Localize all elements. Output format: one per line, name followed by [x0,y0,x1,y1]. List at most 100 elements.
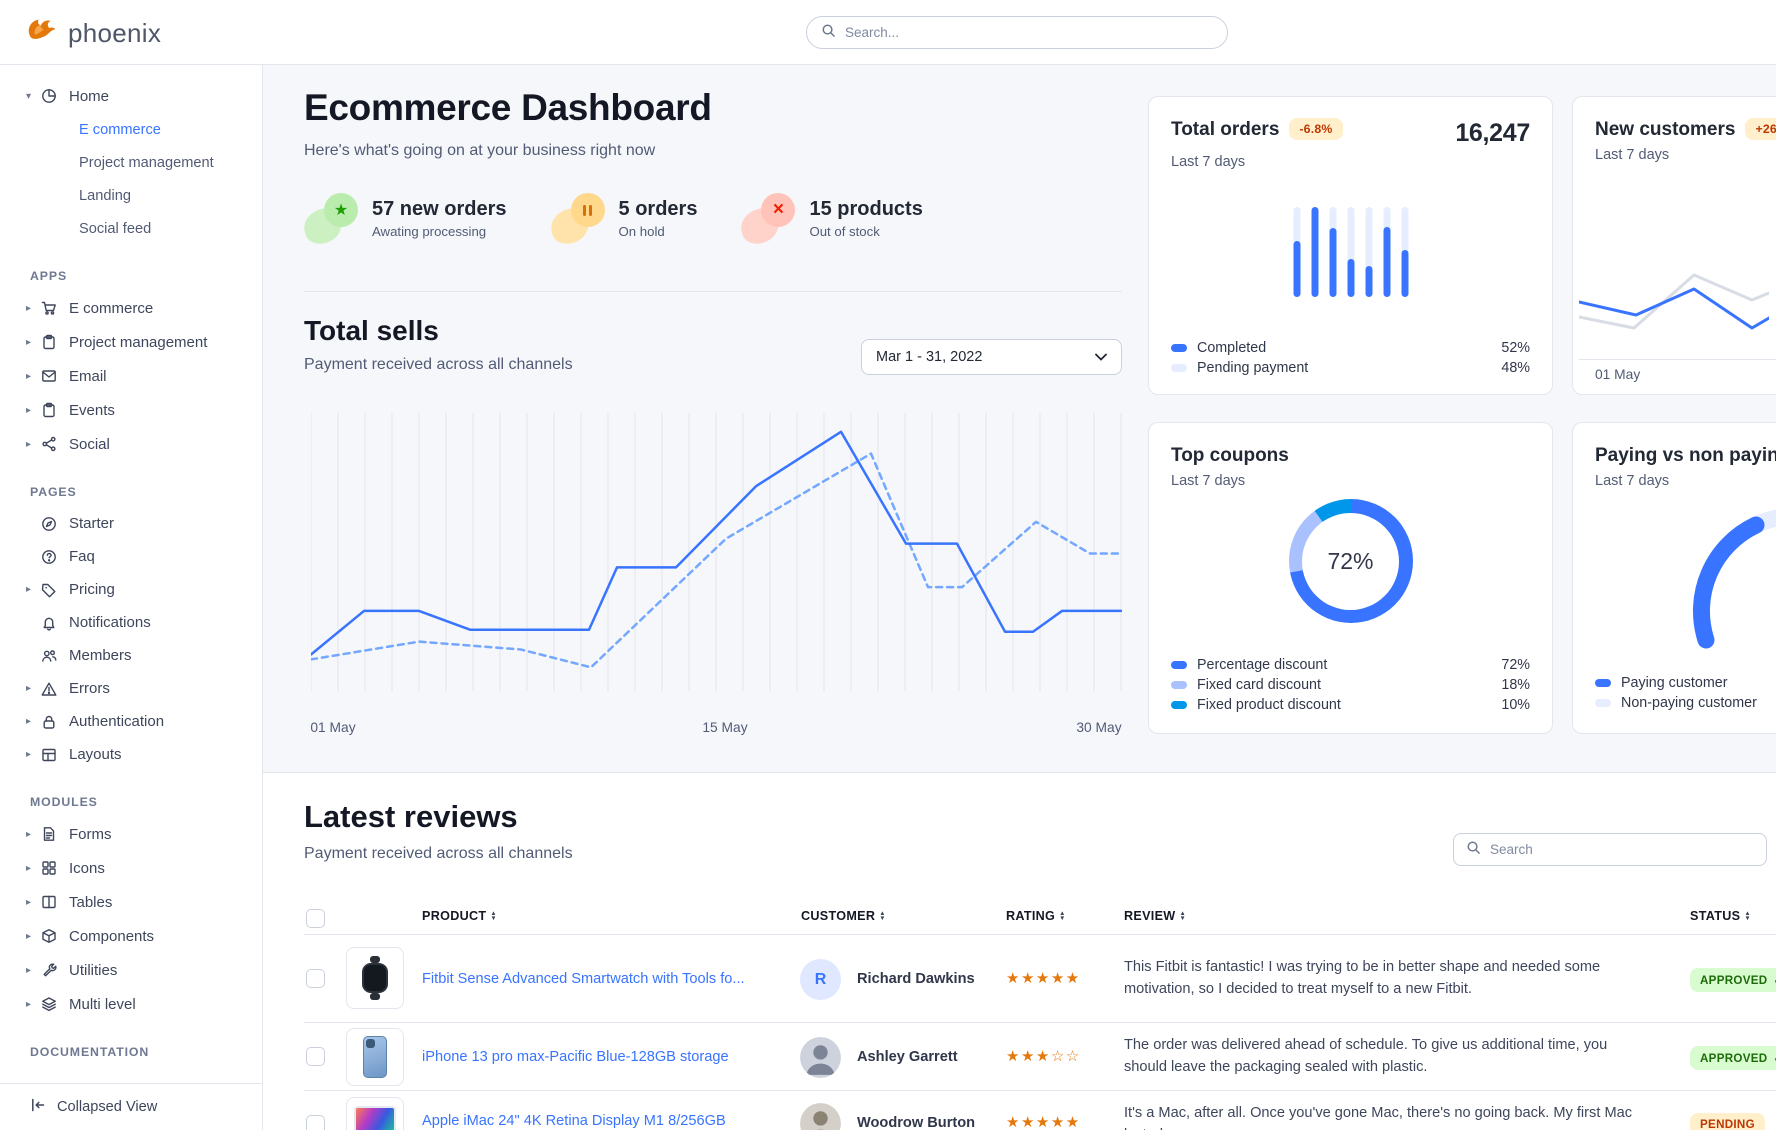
order-bar [1293,207,1300,297]
x-axis-label: 01 May [310,720,356,735]
avatar [800,1037,841,1078]
sidebar-item-authentication[interactable]: ▸ Authentication [26,713,165,730]
sidebar-item-errors[interactable]: ▸ Errors [26,680,110,697]
legend-swatch [1171,681,1187,689]
sidebar-item-faq[interactable]: Faq [26,540,262,573]
caret-right-icon: ▸ [26,896,32,908]
sidebar-item-project-management-app[interactable]: ▸ Project management [26,333,208,351]
users-icon [41,648,69,664]
x-axis-label: 01 May [1595,367,1641,382]
total-sells-chart [311,413,1122,692]
sidebar-item-email[interactable]: ▸ Email [26,367,107,385]
file-icon [41,826,69,842]
card-title: Total orders [1171,119,1280,140]
reviews-search[interactable] [1453,833,1767,866]
card-subtitle: Last 7 days [1171,154,1246,170]
total-sells-title: Total sells [304,315,439,346]
legend-swatch [1595,679,1611,687]
caret-right-icon: ▸ [26,438,32,450]
sidebar-item-tables[interactable]: ▸ Tables [26,893,113,911]
table-row: Apple iMac 24" 4K Retina Display M1 8/25… [304,1091,1776,1130]
card-title: Top coupons [1171,445,1289,466]
sidebar-item-pricing[interactable]: ▸ Pricing [26,581,115,598]
avatar [800,1103,841,1130]
product-link[interactable]: Apple iMac 24" 4K Retina Display M1 8/25… [422,1113,726,1129]
rating-stars: ★★★★★ [1006,970,1081,987]
box-icon [41,928,69,944]
sidebar-item-home[interactable]: ▾ Home [26,79,262,113]
brand-logo[interactable]: phoenix [26,14,161,52]
collapse-icon [30,1097,46,1118]
caret-right-icon: ▸ [26,964,32,976]
sidebar-section-apps: APPS [30,268,68,283]
layers-icon [41,996,69,1012]
sidebar-item-utilities[interactable]: ▸ Utilities [26,961,118,979]
product-thumbnail-imac[interactable] [346,1097,404,1130]
caret-right-icon: ▸ [26,584,32,595]
reviews-search-input[interactable] [1490,842,1754,857]
customer-name: Ashley Garrett [857,1049,958,1065]
new-customers-card: New customers +26.5% Last 7 days 01 May [1572,96,1776,395]
sidebar-item-ecommerce-app[interactable]: ▸ E commerce [26,299,154,317]
caret-right-icon: ▸ [26,302,32,314]
tag-icon [41,582,69,598]
row-checkbox[interactable] [306,969,325,988]
x-axis-label: 30 May [1076,720,1122,735]
sort-icon: ▲ ▼ [1179,910,1187,922]
coupons-donut-chart: 72% [1288,499,1413,623]
sidebar-item-events[interactable]: ▸ Events [26,401,115,419]
sidebar-item-multi-level[interactable]: ▸ Multi level [26,995,136,1013]
select-all-checkbox[interactable] [306,909,325,928]
stat-new-orders: ★ 57 new orders Awating processing [300,193,507,247]
global-search[interactable] [806,16,1228,49]
sidebar-item-social[interactable]: ▸ Social [26,435,110,453]
total-orders-value: 16,247 [1455,119,1530,147]
x-icon: × [761,193,796,227]
row-checkbox[interactable] [306,1047,325,1066]
sidebar-subitem-landing[interactable]: Landing [79,187,131,204]
quick-stats: ★ 57 new orders Awating processing 5 ord… [300,193,923,247]
product-thumbnail-iphone[interactable] [346,1028,404,1086]
page-subtitle: Here's what's going on at your business … [304,142,656,159]
search-input[interactable] [845,25,1213,40]
sidebar-subitem-project-management[interactable]: Project management [79,154,214,171]
dashboard-main: Ecommerce Dashboard Here's what's going … [263,65,1776,773]
share-icon [41,436,69,452]
column-review[interactable]: REVIEW ▲ ▼ [1124,909,1187,923]
grid-icon [41,860,69,876]
card-title: Paying vs non paying [1595,445,1776,466]
sidebar-item-layouts[interactable]: ▸ Layouts [26,746,122,763]
sidebar-item-notifications[interactable]: Notifications [26,606,262,639]
row-checkbox[interactable] [306,1115,325,1130]
status-badge: PENDING [1690,1113,1765,1130]
question-circle-icon [41,549,69,565]
collapse-sidebar-toggle[interactable]: Collapsed View [0,1083,262,1130]
avatar: R [800,959,841,1000]
sidebar-item-forms[interactable]: ▸ Forms [26,825,112,843]
sidebar-item-icons[interactable]: ▸ Icons [26,859,105,877]
sidebar-item-starter[interactable]: Starter [26,507,262,540]
column-product[interactable]: PRODUCT ▲ ▼ [422,909,497,923]
sidebar-item-components[interactable]: ▸ Components [26,927,155,945]
sidebar-item-members[interactable]: Members [26,639,262,672]
caret-right-icon: ▸ [26,404,32,416]
product-thumbnail-smartwatch[interactable] [346,947,404,1009]
sidebar-subitem-ecommerce[interactable]: E commerce [79,121,161,138]
caret-right-icon: ▸ [26,930,32,942]
sidebar-subitem-social-feed[interactable]: Social feed [79,220,152,237]
product-link[interactable]: Fitbit Sense Advanced Smartwatch with To… [422,971,745,987]
column-status[interactable]: STATUS ▲ ▼ [1690,909,1751,923]
star-icon: ★ [324,193,358,227]
status-badge: APPROVED [1690,1046,1776,1070]
latest-reviews-section: Latest reviews Payment received across a… [263,773,1776,1130]
clipboard-icon [41,334,69,350]
product-link[interactable]: iPhone 13 pro max-Pacific Blue-128GB sto… [422,1049,729,1065]
caret-right-icon: ▸ [26,862,32,874]
coupons-legend: Percentage discount 72% Fixed card disco… [1171,655,1530,715]
caret-right-icon: ▸ [26,336,32,348]
column-customer[interactable]: CUSTOMER ▲ ▼ [801,909,886,923]
caret-right-icon: ▸ [26,828,32,840]
imac-image [354,1106,396,1130]
date-range-select[interactable]: Mar 1 - 31, 2022 [861,339,1122,375]
column-rating[interactable]: RATING ▲ ▼ [1006,909,1066,923]
